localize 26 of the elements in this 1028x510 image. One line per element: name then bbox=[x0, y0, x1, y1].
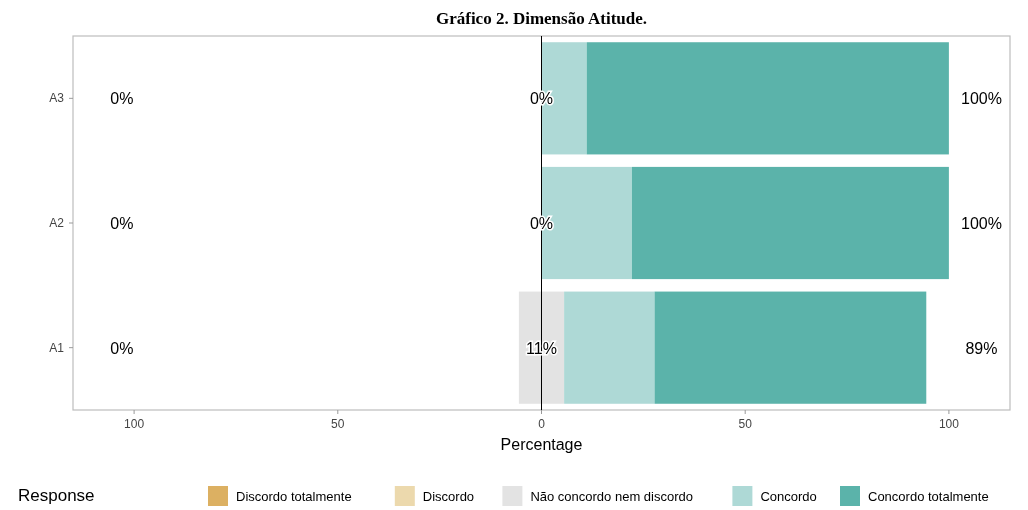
y-tick-label: A3 bbox=[49, 91, 65, 106]
legend-label: Concordo bbox=[760, 489, 817, 504]
x-tick-label: 100 bbox=[938, 417, 960, 431]
annotation: 100% bbox=[961, 215, 1002, 232]
legend-title: Response bbox=[18, 486, 95, 505]
x-tick-label: 50 bbox=[738, 417, 753, 431]
bar bbox=[564, 291, 655, 404]
legend-label: Não concordo nem discordo bbox=[530, 489, 693, 504]
annotation: 89% bbox=[965, 339, 998, 357]
chart-title: Gráfico 2. Dimensão Atitude. bbox=[435, 9, 648, 28]
y-tick-label: A1 bbox=[49, 340, 65, 355]
x-tick-label: 100 bbox=[124, 417, 145, 431]
bar bbox=[631, 166, 949, 280]
annotation: 0% bbox=[110, 90, 134, 108]
legend-label: Discordo totalmente bbox=[236, 489, 352, 504]
x-tick-label: 50 bbox=[331, 417, 345, 431]
bar bbox=[586, 42, 949, 155]
x-tick-label: 0 bbox=[538, 417, 546, 431]
x-axis-title: Percentage bbox=[500, 436, 583, 453]
annotation: 0% bbox=[110, 215, 134, 232]
annotation: 100% bbox=[961, 90, 1002, 108]
y-tick-label: A2 bbox=[49, 216, 65, 230]
legend-label: Discordo bbox=[422, 489, 475, 504]
annotation: 0% bbox=[110, 339, 134, 357]
legend-label: Concordo totalmente bbox=[868, 489, 989, 504]
bar bbox=[654, 291, 927, 404]
